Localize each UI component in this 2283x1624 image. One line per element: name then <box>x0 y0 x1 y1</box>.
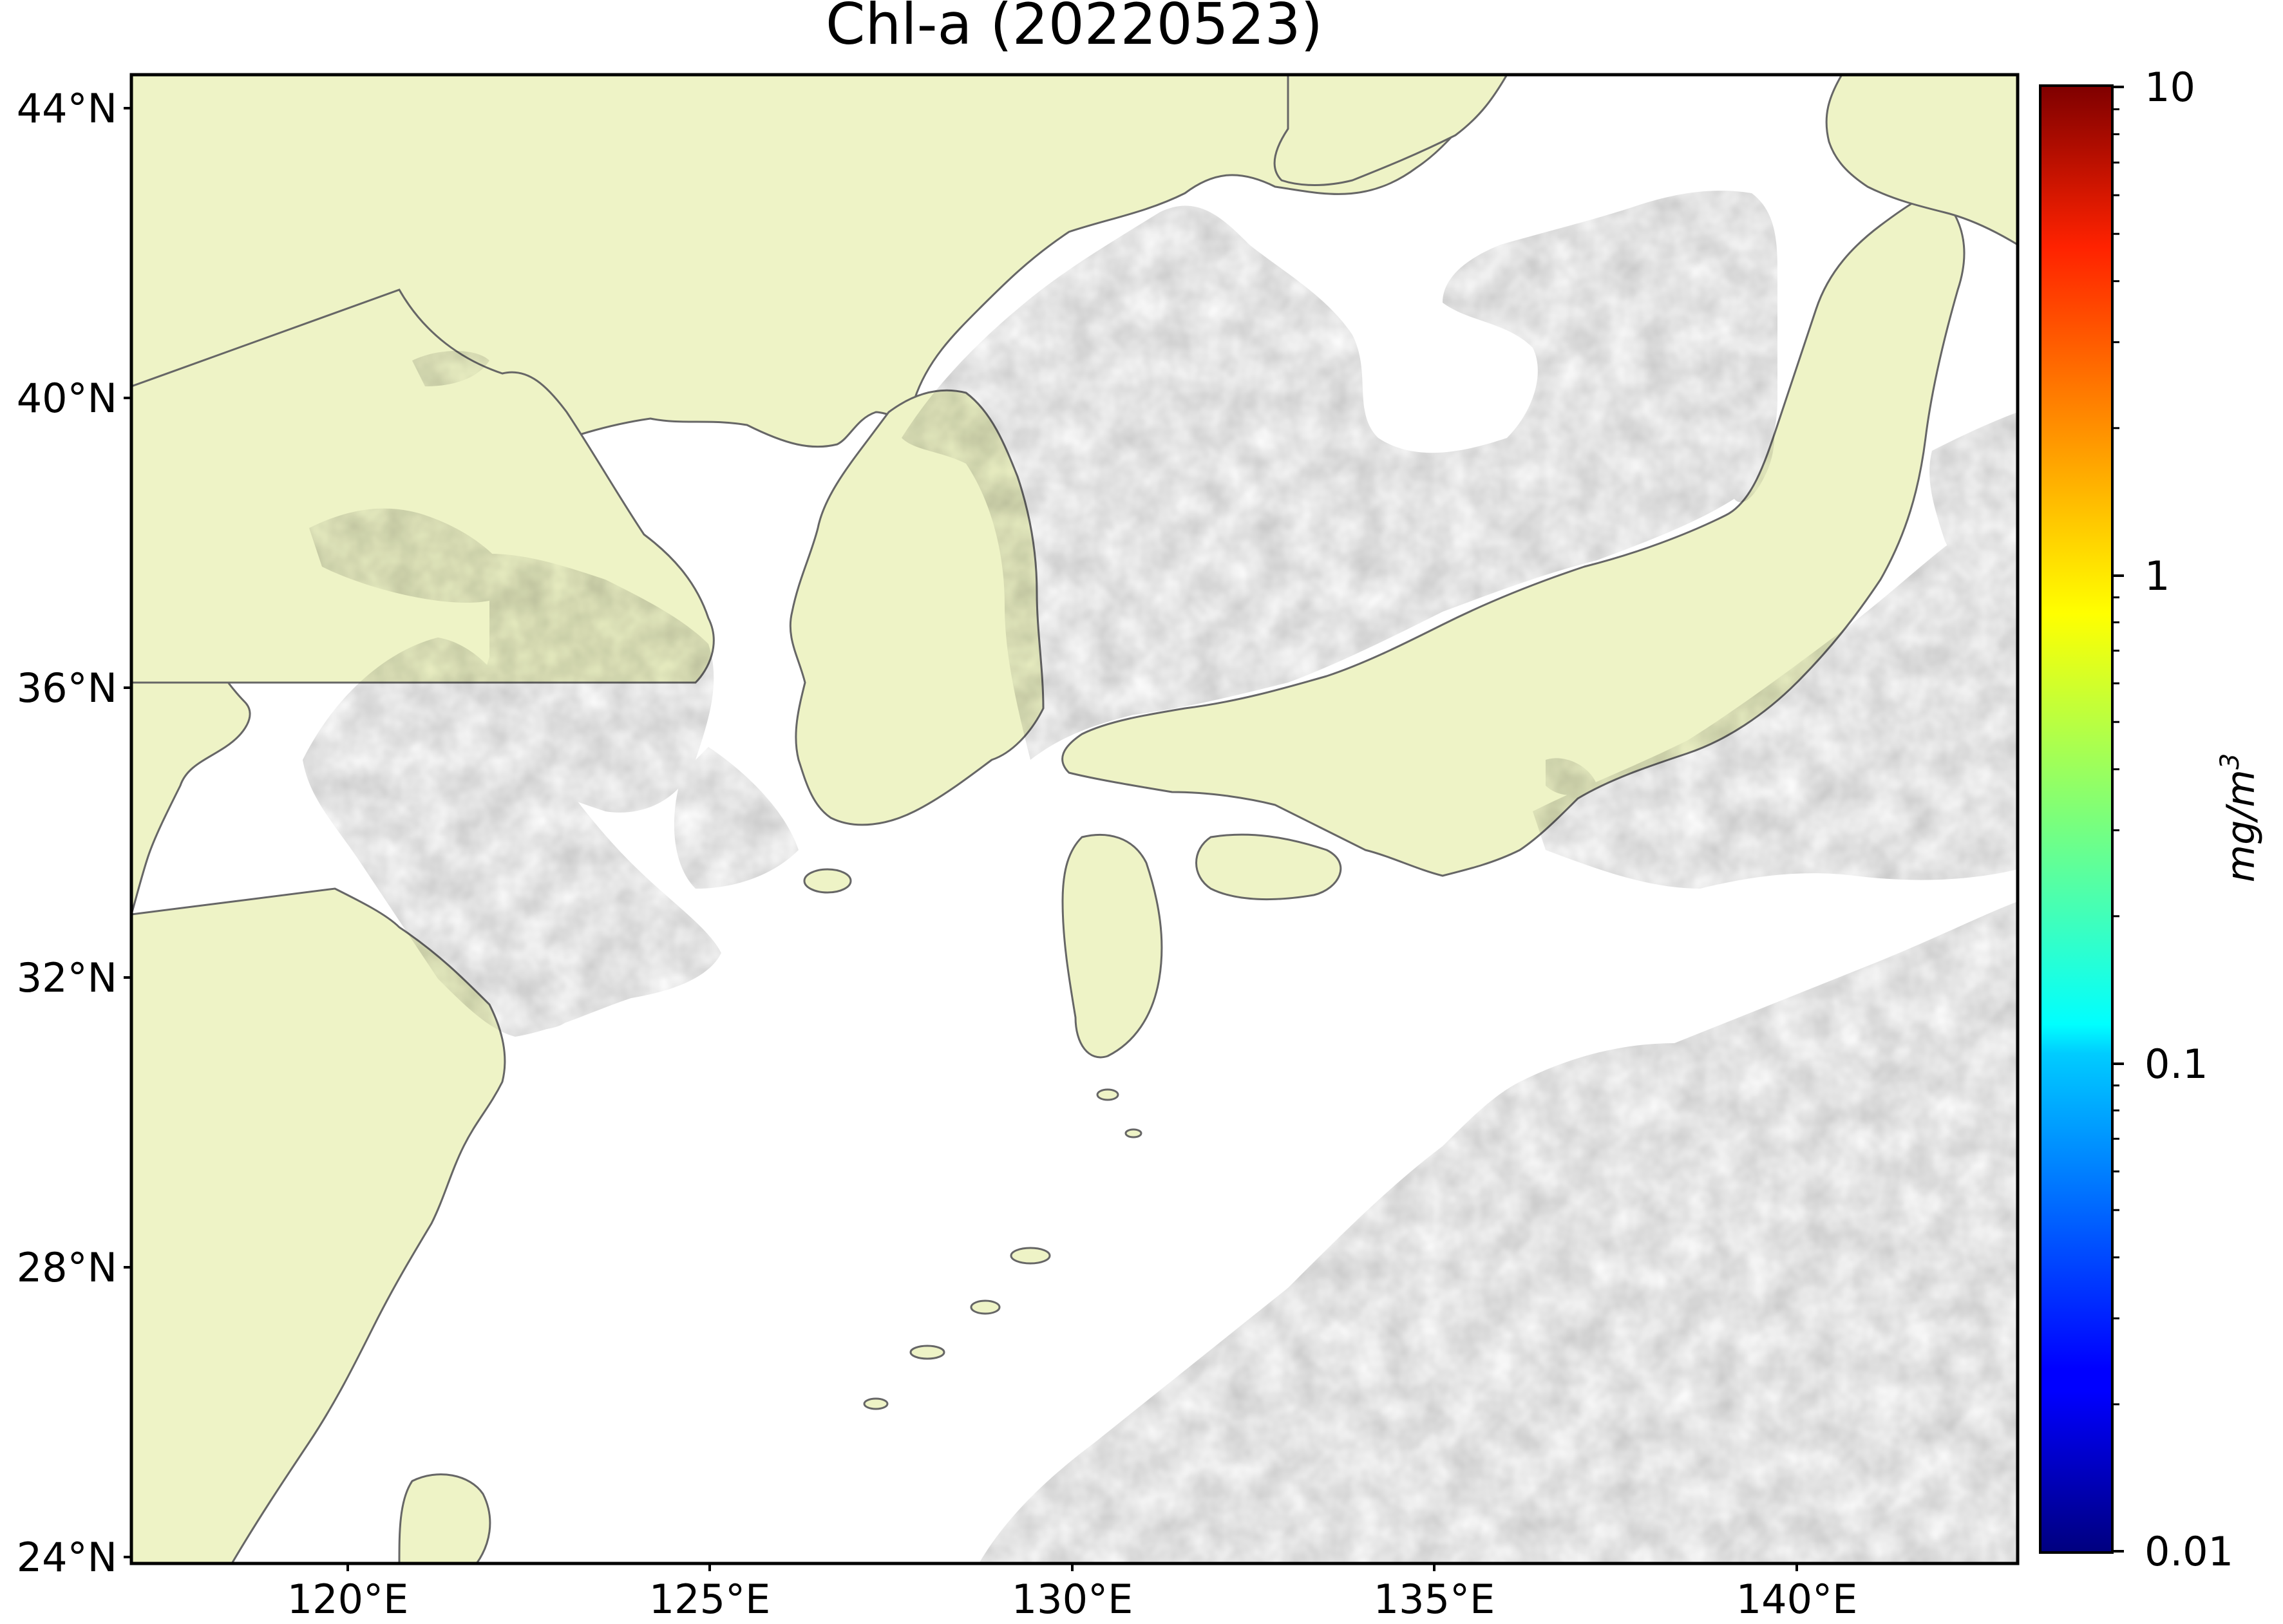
chl-subtropical-low <box>1224 1352 1584 1560</box>
colorbar-gradient <box>2039 84 2114 1554</box>
chl-korea-strait <box>674 747 799 889</box>
russia-coast <box>1273 75 1508 186</box>
colorbar-tick-label: 10 <box>2145 64 2195 111</box>
kyushu-island <box>1061 833 1163 1059</box>
map-panel <box>131 75 2018 1563</box>
colorbar-unit-label: mg/m3 <box>2215 753 2264 883</box>
lon-tick-label: 135°E <box>1374 1576 1495 1623</box>
chl-pacific-japan-coast <box>1533 515 2018 889</box>
colorbar-tick-label: 0.1 <box>2145 1041 2208 1088</box>
chl-japan-sea-coast-high <box>1732 399 1774 502</box>
chl-tokyo-bay-high <box>1790 683 1859 737</box>
lat-tick-label: 36°N <box>17 665 117 712</box>
chl-yangtze-plume <box>303 637 721 1037</box>
lat-tick-label: 40°N <box>17 375 117 422</box>
taiwan-island <box>398 1473 491 1563</box>
lon-tick-label: 140°E <box>1736 1576 1858 1623</box>
honshu-island <box>1061 192 1966 877</box>
jeju-island <box>803 868 852 894</box>
lon-tick-label: 125°E <box>649 1576 771 1623</box>
colorbar-major-ticks <box>2112 86 2124 1553</box>
longitude-axis: 120°E 125°E 130°E 135°E 140°E <box>287 1563 1858 1623</box>
lon-tick-label: 130°E <box>1012 1576 1133 1623</box>
lat-tick-label: 44°N <box>17 85 117 132</box>
colorbar-tick-label: 0.01 <box>2145 1528 2233 1575</box>
chl-sea-of-japan <box>902 191 1777 760</box>
shikoku-island <box>1195 833 1342 901</box>
cloud-gap <box>1662 1373 1843 1462</box>
lon-tick-label: 120°E <box>287 1576 409 1623</box>
lat-tick-label: 32°N <box>17 954 117 1001</box>
chl-bohai <box>309 508 515 603</box>
ryukyu-islands <box>863 1088 1142 1410</box>
chl-ise-bay-high <box>1546 758 1597 795</box>
chl-bohai-north <box>412 351 489 386</box>
chl-pacific-east-honshu <box>1929 412 2018 644</box>
chl-yangtze-core <box>451 914 571 1030</box>
chl-yangtze-edge <box>309 650 416 770</box>
chl-subtropical-low-2 <box>1674 1193 1949 1370</box>
lat-tick-label: 24°N <box>17 1534 117 1581</box>
hokkaido-island <box>1825 75 2018 246</box>
map-title: Chl-a (20220523) <box>826 0 1323 57</box>
colorbar: 10 1 0.1 0.01 mg/m3 <box>2039 64 2264 1575</box>
colorbar-tick-label: 1 <box>2145 552 2170 600</box>
colorbar-minor-ticks <box>2112 108 2119 1406</box>
chl-data-layer <box>303 191 2018 1563</box>
lat-tick-label: 28°N <box>17 1244 117 1291</box>
latitude-axis: 44°N 40°N 36°N 32°N 28°N 24°N <box>17 85 131 1581</box>
map-frame <box>129 73 2020 1565</box>
